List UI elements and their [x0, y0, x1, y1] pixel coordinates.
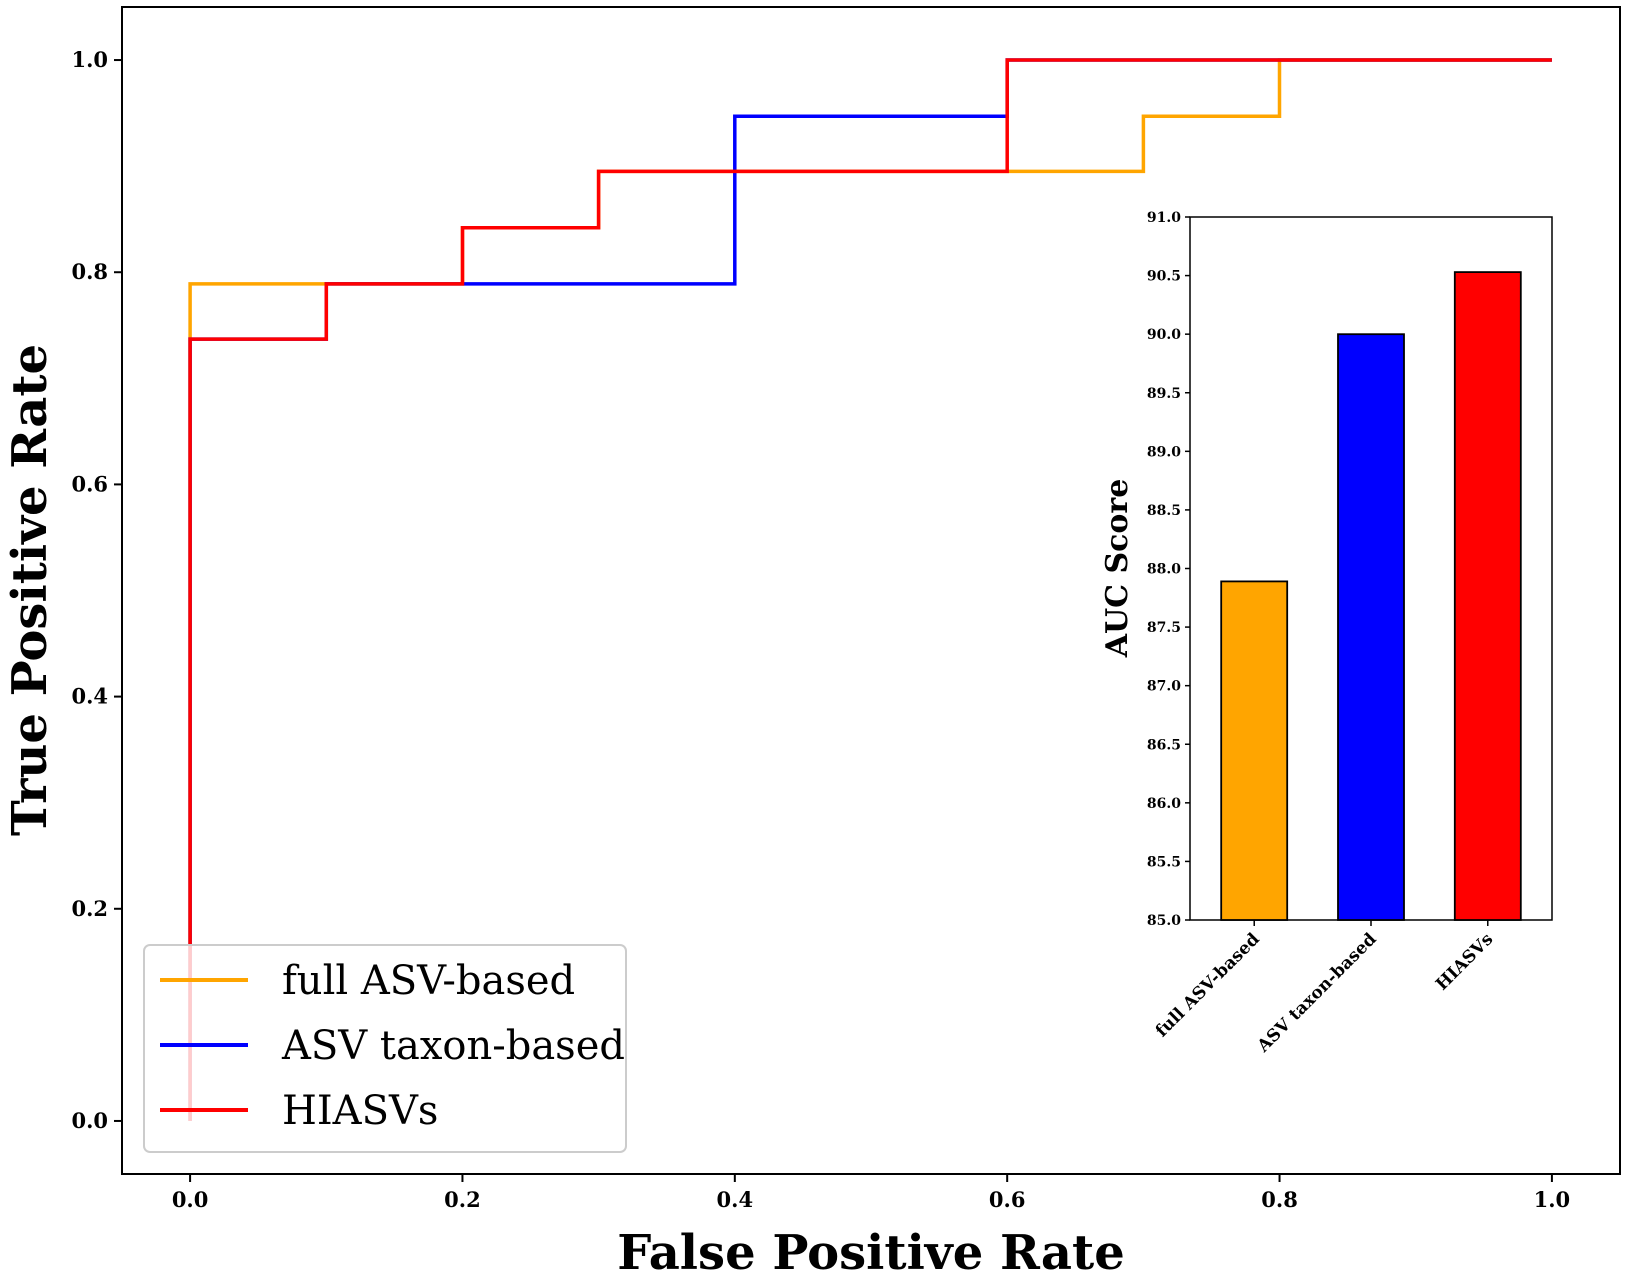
inset-y-tick-label: 86.0 [1147, 796, 1181, 812]
y-tick-label: 0.8 [71, 259, 108, 284]
inset-y-tick-label: 87.5 [1147, 620, 1181, 636]
inset-y-tick-label: 89.0 [1147, 444, 1181, 460]
x-tick-label: 0.2 [444, 1187, 481, 1212]
x-axis-title: False Positive Rate [617, 1225, 1125, 1277]
x-tick-label: 1.0 [1534, 1187, 1571, 1212]
inset-y-tick-label: 85.0 [1147, 913, 1181, 929]
inset-y-tick-label: 91.0 [1147, 210, 1181, 226]
roc-curves [188, 58, 1552, 1121]
y-tick-label: 0.0 [71, 1108, 108, 1133]
x-tick-label: 0.4 [717, 1187, 754, 1212]
legend-box [143, 944, 627, 1153]
x-tick-label: 0.0 [172, 1187, 209, 1212]
legend-label: full ASV-based [282, 958, 575, 1004]
y-tick-label: 0.4 [71, 684, 108, 709]
legend: full ASV-based ASV taxon-based HIASVs [143, 944, 627, 1153]
y-tick-label: 0.6 [71, 471, 108, 496]
inset-y-axis: 85.0 85.5 86.0 86.5 87.0 87.5 88.0 88.5 89.0 89.5… [1147, 210, 1190, 929]
inset-bars [1220, 271, 1522, 921]
inset-y-tick-label: 87.0 [1147, 679, 1181, 695]
inset-y-tick-label: 88.0 [1147, 562, 1181, 578]
inset-y-tick-label: 90.0 [1147, 327, 1181, 343]
inset-y-tick-label: 85.5 [1147, 854, 1181, 870]
inset-y-tick-label: 89.5 [1147, 386, 1181, 402]
inset-y-tick-label: 86.5 [1147, 737, 1181, 753]
legend-label: HIASVs [282, 1088, 438, 1134]
inset-bar-3 [1453, 271, 1522, 921]
inset-y-axis-title: AUC Score [1100, 479, 1135, 659]
inset-bar-1 [1220, 580, 1289, 921]
inset-bar-2 [1337, 333, 1405, 921]
y-axis-title: True Positive Rate [2, 344, 58, 836]
x-tick-label: 0.6 [989, 1187, 1026, 1212]
legend-label: ASV taxon-based [281, 1023, 625, 1069]
main-x-axis: 0.0 0.2 0.4 0.6 0.8 1.0 [172, 1174, 1570, 1212]
main-y-axis: 0.0 0.2 0.4 0.6 0.8 1.0 [71, 47, 122, 1133]
inset-y-tick-label: 90.5 [1147, 269, 1181, 285]
y-tick-label: 1.0 [71, 47, 108, 72]
y-tick-label: 0.2 [71, 896, 108, 921]
legend-items: full ASV-based ASV taxon-based HIASVs [160, 958, 625, 1134]
x-tick-label: 0.8 [1261, 1187, 1298, 1212]
inset-y-tick-label: 88.5 [1147, 503, 1181, 519]
roc-line-3 [188, 58, 1552, 1121]
